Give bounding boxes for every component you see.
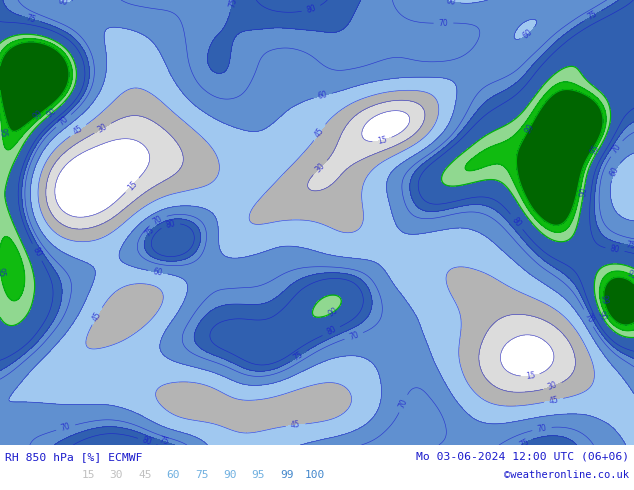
Text: 30: 30 xyxy=(547,381,559,392)
Text: 99: 99 xyxy=(280,470,294,480)
Text: 70: 70 xyxy=(439,19,448,27)
Text: 75: 75 xyxy=(227,0,238,9)
Text: Mo 03-06-2024 12:00 UTC (06+06): Mo 03-06-2024 12:00 UTC (06+06) xyxy=(416,452,629,462)
Text: 75: 75 xyxy=(158,436,170,447)
Text: 60: 60 xyxy=(609,165,621,178)
Text: 75: 75 xyxy=(625,240,634,251)
Text: 90: 90 xyxy=(327,305,340,318)
Text: 80: 80 xyxy=(510,215,523,228)
Text: 75: 75 xyxy=(586,9,599,22)
Text: 80: 80 xyxy=(306,3,317,15)
Text: 90: 90 xyxy=(596,310,609,323)
Text: 95: 95 xyxy=(252,470,265,480)
Text: 95: 95 xyxy=(0,127,7,138)
Text: 70: 70 xyxy=(536,423,548,434)
Text: 60: 60 xyxy=(56,0,68,7)
Text: 60: 60 xyxy=(317,90,328,101)
Text: 30: 30 xyxy=(314,161,327,174)
Text: 70: 70 xyxy=(60,422,72,433)
Text: 75: 75 xyxy=(25,13,37,24)
Text: 95: 95 xyxy=(0,267,6,278)
Text: 80: 80 xyxy=(31,246,43,259)
Text: 15: 15 xyxy=(525,371,536,381)
Text: 30: 30 xyxy=(110,470,123,480)
Text: 60: 60 xyxy=(152,267,164,277)
Text: 60: 60 xyxy=(522,27,535,41)
Text: 45: 45 xyxy=(548,395,559,406)
Text: 30: 30 xyxy=(96,122,109,135)
Text: 99: 99 xyxy=(32,109,45,122)
Text: 15: 15 xyxy=(126,179,139,192)
Text: 70: 70 xyxy=(610,142,623,155)
Text: 15: 15 xyxy=(81,470,94,480)
Text: 45: 45 xyxy=(91,310,103,322)
Text: 45: 45 xyxy=(138,470,152,480)
Text: 70: 70 xyxy=(152,214,164,226)
Text: 90: 90 xyxy=(223,470,236,480)
Text: 80: 80 xyxy=(141,436,153,447)
Text: 70: 70 xyxy=(57,114,70,127)
Text: 99: 99 xyxy=(599,294,609,305)
Text: 75: 75 xyxy=(292,350,305,363)
Text: 45: 45 xyxy=(313,126,326,139)
Text: 45: 45 xyxy=(72,124,85,137)
Text: 15: 15 xyxy=(377,135,388,146)
Text: 80: 80 xyxy=(325,325,337,337)
Text: ©weatheronline.co.uk: ©weatheronline.co.uk xyxy=(504,470,629,480)
Text: 80: 80 xyxy=(165,219,176,230)
Text: 75: 75 xyxy=(517,437,531,450)
Text: 70: 70 xyxy=(348,330,360,342)
Text: 70: 70 xyxy=(582,312,595,324)
Text: 70: 70 xyxy=(397,397,410,410)
Text: 95: 95 xyxy=(588,144,601,156)
Text: 90: 90 xyxy=(45,106,58,120)
Text: 60: 60 xyxy=(445,0,456,7)
Text: 95: 95 xyxy=(626,269,634,281)
Text: RH 850 hPa [%] ECMWF: RH 850 hPa [%] ECMWF xyxy=(5,452,143,462)
Text: 99: 99 xyxy=(523,122,536,135)
Text: 80: 80 xyxy=(609,245,621,255)
Text: 60: 60 xyxy=(166,470,180,480)
Text: 75: 75 xyxy=(195,470,208,480)
Text: 90: 90 xyxy=(578,187,589,198)
Text: 100: 100 xyxy=(305,470,325,480)
Text: 45: 45 xyxy=(290,420,301,430)
Text: 75: 75 xyxy=(143,225,157,239)
